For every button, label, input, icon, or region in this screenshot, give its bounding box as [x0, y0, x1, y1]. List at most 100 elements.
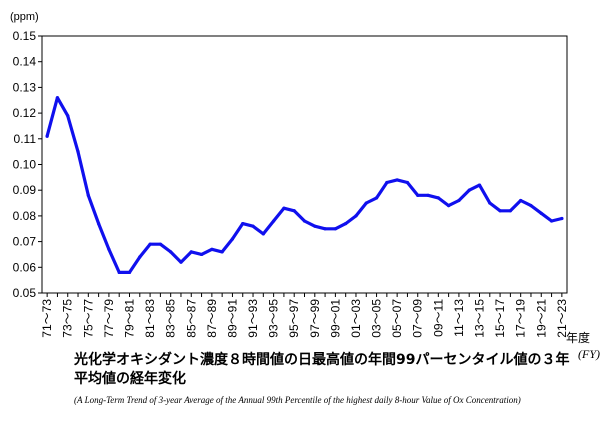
x-tick-label: 03～05 [370, 299, 384, 338]
data-point [251, 224, 255, 228]
data-point [508, 209, 512, 213]
data-point [488, 201, 492, 205]
data-point [467, 188, 471, 192]
y-axis: 0.05 0.06 0.07 0.08 0.09 0.10 0.11 0.12 0.13 0.14… [13, 29, 42, 300]
x-tick-label: 19～21 [534, 299, 548, 338]
data-point [282, 206, 286, 210]
x-axis: 71～73 73～75 75～77 77～79 79～81 81～83 83～85 85～87… [40, 293, 569, 338]
x-tick-label: 13～15 [473, 299, 487, 338]
y-tick-label: 0.05 [13, 286, 37, 300]
data-point [364, 201, 368, 205]
data-point [148, 242, 152, 246]
x-tick-label: 75～77 [81, 299, 95, 338]
data-point [313, 224, 317, 228]
data-point [354, 214, 358, 218]
data-point [436, 196, 440, 200]
data-point [529, 204, 533, 208]
x-tick-label: 15～17 [493, 299, 507, 338]
y-tick-label: 0.10 [13, 158, 37, 172]
data-point [323, 227, 327, 231]
data-point [477, 183, 482, 187]
data-point [55, 96, 60, 100]
y-tick-label: 0.08 [13, 209, 37, 223]
x-tick-label: 71～73 [40, 299, 54, 338]
data-point [241, 222, 245, 226]
y-tick-label: 0.07 [13, 235, 37, 249]
data-point [66, 114, 70, 118]
data-point [45, 134, 49, 138]
data-point [498, 209, 502, 213]
data-point [549, 219, 554, 223]
y-tick-label: 0.09 [13, 183, 37, 197]
x-tick-label: 89～91 [225, 299, 239, 338]
data-point [199, 252, 204, 257]
x-tick-label: 09～11 [431, 299, 445, 337]
data-point [210, 247, 214, 251]
y-tick-label: 0.11 [14, 132, 37, 146]
data-point [158, 242, 162, 246]
data-point [86, 193, 90, 197]
x-tick-label: 73～75 [61, 299, 75, 338]
line-chart: (ppm) 0.050.060.070.080.090.100.110.120.… [10, 11, 590, 345]
chart-caption-ja: 光化学オキシダント濃度８時間値の日最高値の年間99パーセンタイル値の３年平均値の… [74, 352, 570, 387]
x-tick-label: 17～19 [514, 299, 528, 338]
data-point [138, 255, 142, 259]
y-tick-label: 0.13 [13, 80, 37, 94]
chart-caption-en: (A Long-Term Trend of 3-year Average of … [74, 395, 521, 405]
y-tick-label: 0.12 [13, 106, 37, 120]
y-unit-label: (ppm) [10, 11, 39, 23]
x-tick-label: 99～01 [328, 299, 342, 338]
data-point [117, 270, 121, 275]
x-tick-label: 91～93 [246, 299, 260, 338]
x-tick-label: 95～97 [287, 299, 301, 338]
data-point [405, 180, 410, 185]
y-tick-label: 0.15 [13, 29, 37, 43]
data-point [426, 193, 430, 197]
x-tick-label: 21～23 [555, 299, 569, 338]
data-point [97, 222, 101, 226]
x-tick-label: 93～95 [267, 299, 281, 338]
data-point [333, 227, 337, 231]
y-tick-label: 0.06 [13, 260, 37, 274]
data-point [374, 196, 379, 200]
x-tick-label: 97～99 [308, 299, 322, 338]
y-tick-label: 0.14 [13, 55, 37, 69]
data-point [272, 219, 276, 223]
x-tick-label: 79～81 [123, 299, 137, 338]
data-point [539, 211, 543, 215]
data-point [519, 198, 523, 203]
data-point [560, 216, 564, 221]
data-point [179, 260, 183, 264]
data-point [385, 180, 389, 185]
data-point [127, 270, 132, 275]
data-points [45, 96, 564, 275]
data-point [447, 204, 451, 208]
data-point [395, 178, 399, 182]
data-point [76, 150, 80, 154]
x-tick-label: 87～89 [205, 299, 219, 338]
x-tick-label: 01～03 [349, 299, 363, 338]
x-tick-label: 77～79 [102, 299, 116, 338]
x-tick-label: 07～09 [411, 299, 425, 338]
data-point [230, 237, 235, 241]
data-point [261, 232, 265, 236]
data-point [302, 219, 307, 223]
x-tick-label: 05～07 [390, 299, 404, 338]
x-tick-label: 81～83 [143, 299, 157, 338]
plot-frame [41, 35, 568, 294]
data-point [344, 222, 348, 226]
x-axis-title: 年度 [566, 330, 590, 345]
data-point [220, 250, 224, 254]
series-line [45, 96, 564, 274]
x-axis-title-en-wrap: (FY) [578, 347, 600, 362]
data-point [292, 209, 296, 213]
data-point [416, 193, 420, 197]
x-tick-label: 83～85 [164, 299, 178, 338]
data-point [169, 250, 173, 254]
data-point [107, 247, 111, 251]
data-point [457, 198, 461, 203]
data-point [189, 250, 193, 254]
x-axis-title-en: (FY) [578, 347, 600, 361]
x-tick-label: 11～13 [452, 299, 466, 337]
x-tick-label: 85～87 [184, 299, 198, 338]
